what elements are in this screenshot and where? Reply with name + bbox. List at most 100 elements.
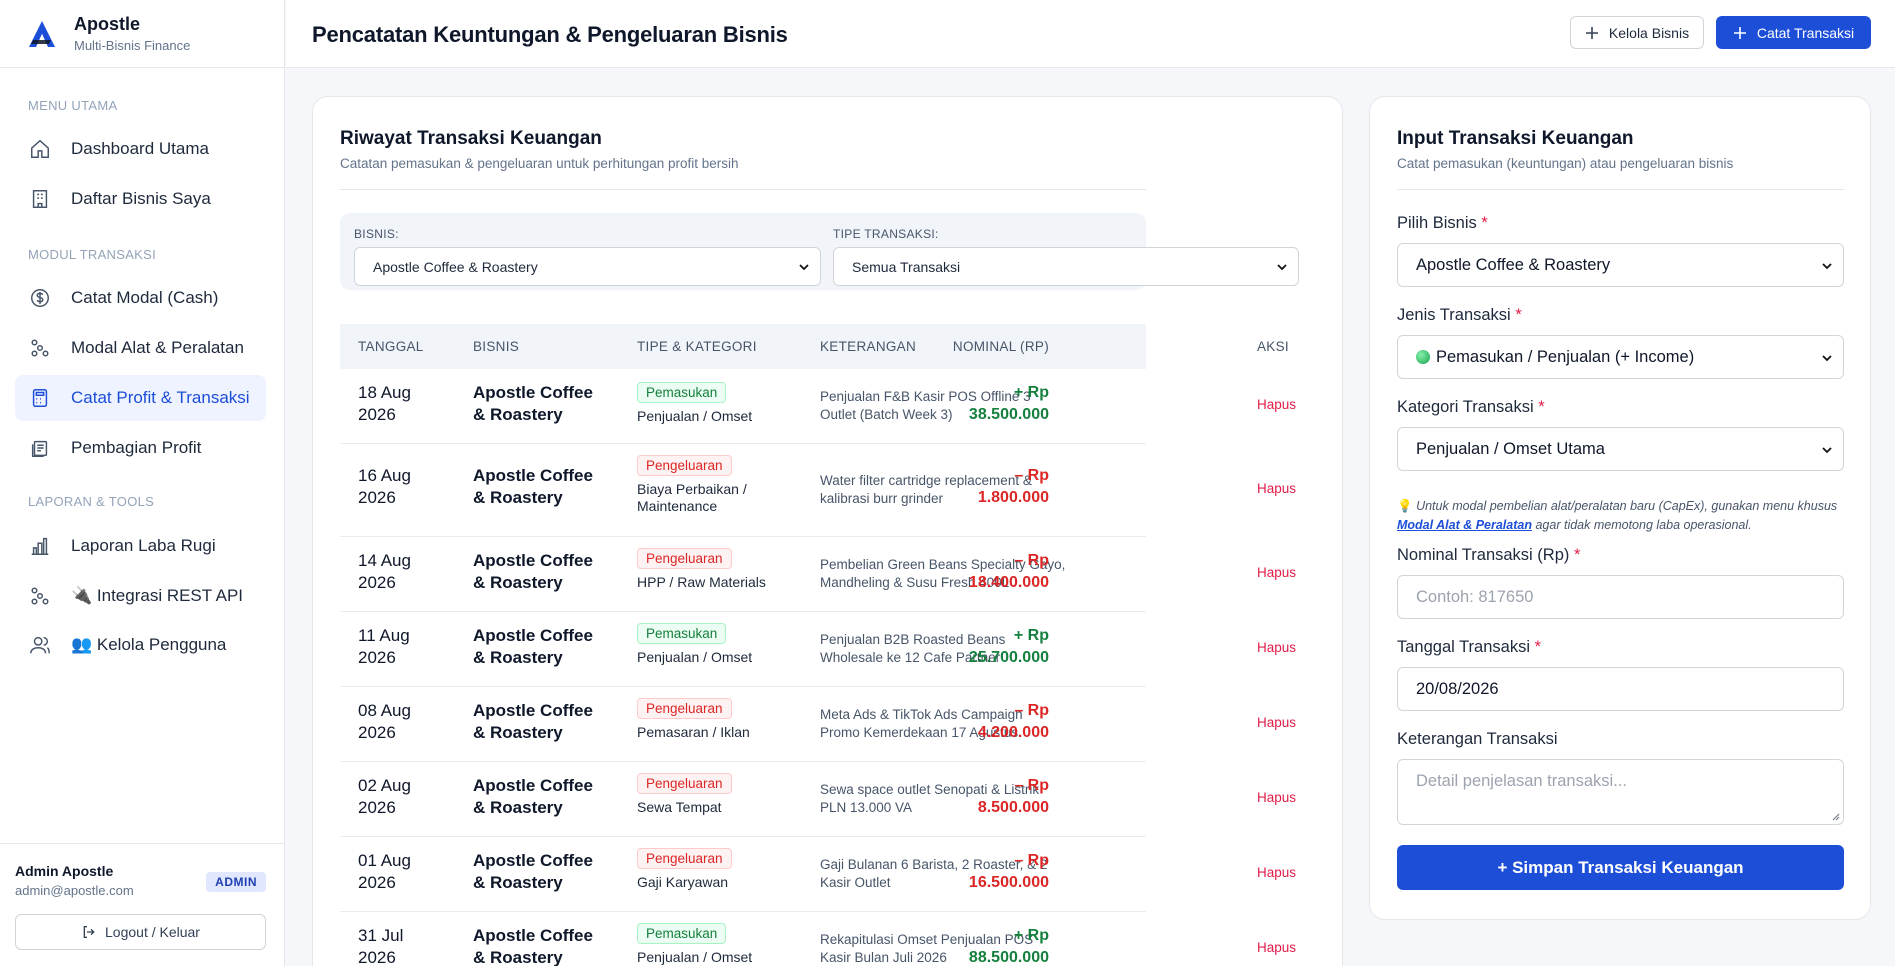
delete-link[interactable]: Hapus	[1257, 940, 1297, 955]
row-date-year: 2026	[358, 873, 396, 892]
amount-input[interactable]: Contoh: 817650	[1397, 575, 1844, 619]
row-business: Apostle Coffee & Roastery	[473, 775, 593, 819]
row-date: 16 Aug 2026	[358, 465, 411, 509]
sidebar-item-profit-transactions[interactable]: Catat Profit & Transaksi	[15, 375, 266, 421]
date-field-label: Tanggal Transaksi *	[1397, 638, 1541, 657]
delete-link[interactable]: Hapus	[1257, 640, 1297, 655]
filter-business-label: BISNIS:	[354, 227, 399, 241]
sidebar-item-label: Catat Profit & Transaksi	[71, 388, 250, 407]
row-date: 08 Aug 2026	[358, 700, 411, 744]
required-mark: *	[1481, 214, 1488, 232]
category-select[interactable]: Penjualan / Omset Utama	[1397, 427, 1844, 471]
chevron-down-icon	[1822, 447, 1832, 454]
row-category: Pemasaran / Iklan	[637, 724, 750, 740]
delete-link[interactable]: Hapus	[1257, 865, 1297, 880]
hint-text: Untuk modal pembelian alat/peralatan bar…	[1416, 499, 1838, 513]
delete-link[interactable]: Hapus	[1257, 715, 1297, 730]
type-badge: Pengeluaran	[637, 455, 732, 476]
row-amount: + Rp 38.500.000	[969, 382, 1049, 426]
row-amount-sign: – Rp	[1014, 777, 1049, 794]
delete-link[interactable]: Hapus	[1257, 790, 1297, 805]
transaction-type-select[interactable]: Pemasukan / Penjualan (+ Income)	[1397, 335, 1844, 379]
row-category: Gaji Karyawan	[637, 874, 729, 890]
col-description: KETERANGAN	[820, 339, 917, 354]
record-transaction-button[interactable]: Catat Transaksi	[1716, 16, 1871, 49]
business-field-label: Pilih Bisnis *	[1397, 214, 1488, 233]
equipment-capital-link[interactable]: Modal Alat & Peralatan	[1397, 518, 1532, 532]
row-business-l2: & Roastery	[473, 723, 563, 742]
save-transaction-button[interactable]: + Simpan Transaksi Keuangan	[1397, 845, 1844, 890]
filter-type-value: Semua Transaksi	[852, 258, 961, 275]
row-business-l2: & Roastery	[473, 573, 563, 592]
type-badge: Pengeluaran	[637, 548, 732, 569]
sidebar-item-label: Modal Alat & Peralatan	[71, 338, 244, 357]
brand[interactable]: Apostle Multi-Bisnis Finance	[0, 0, 284, 68]
filter-type-select[interactable]: Semua Transaksi	[833, 247, 1299, 286]
row-amount: – Rp 18.400.000	[969, 550, 1049, 594]
logout-icon	[83, 926, 95, 938]
logout-button[interactable]: Logout / Keluar	[15, 914, 266, 950]
row-amount-value: 25.700.000	[968, 649, 1049, 666]
delete-link[interactable]: Hapus	[1257, 565, 1297, 580]
top-bar: Pencatatan Keuntungan & Pengeluaran Bisn…	[286, 0, 1895, 68]
sidebar-item-label: Laporan Laba Rugi	[71, 536, 216, 555]
row-amount-value: 38.500.000	[968, 406, 1049, 423]
notes-textarea[interactable]: Detail penjelasan transaksi...	[1397, 759, 1844, 825]
delete-link[interactable]: Hapus	[1257, 397, 1297, 412]
sidebar-item-businesses[interactable]: Daftar Bisnis Saya	[15, 176, 266, 222]
business-select[interactable]: Apostle Coffee & Roastery	[1397, 243, 1844, 287]
type-field-label: Jenis Transaksi *	[1397, 306, 1522, 325]
chevron-down-icon	[1277, 264, 1287, 271]
row-category: Penjualan / Omset	[637, 949, 753, 965]
row-date-day: 14 Aug	[358, 551, 411, 570]
row-date: 14 Aug 2026	[358, 550, 411, 594]
apostle-logo-icon	[29, 20, 55, 47]
row-date: 31 Jul 2026	[358, 925, 403, 966]
row-type-category: Pemasukan Penjualan / Omset	[637, 923, 752, 966]
row-business-l1: Apostle Coffee	[473, 626, 593, 645]
row-date-day: 18 Aug	[358, 383, 411, 402]
row-amount: – Rp 16.500.000	[969, 850, 1049, 894]
row-date-year: 2026	[358, 488, 396, 507]
hint-suffix: agar tidak memotong laba operasional.	[1535, 518, 1752, 532]
sidebar-item-capital-cash[interactable]: Catat Modal (Cash)	[15, 275, 266, 321]
type-badge: Pemasukan	[637, 923, 727, 944]
sidebar-item-equipment[interactable]: Modal Alat & Peralatan	[15, 325, 266, 371]
table-row: 14 Aug 2026 Apostle Coffee & Roastery Peng…	[340, 537, 1296, 612]
delete-link[interactable]: Hapus	[1257, 481, 1297, 496]
row-type-category: Pemasukan Penjualan / Omset	[637, 623, 752, 666]
transaction-type-value: Pemasukan / Penjualan (+ Income)	[1436, 347, 1695, 366]
row-amount: – Rp 8.500.000	[978, 775, 1049, 819]
filter-business-select[interactable]: Apostle Coffee & Roastery	[354, 247, 821, 286]
sidebar-item-label: Dashboard Utama	[71, 139, 209, 158]
business-label-text: Pilih Bisnis	[1397, 214, 1477, 232]
row-type-category: Pengeluaran Biaya Perbaikan / Maintenance	[637, 455, 787, 515]
user-name: Admin Apostle	[15, 863, 114, 879]
type-badge: Pemasukan	[637, 382, 727, 403]
business-select-value: Apostle Coffee & Roastery	[1416, 255, 1611, 274]
section-menu-utama: MENU UTAMA	[28, 98, 118, 113]
row-business-l2: & Roastery	[473, 873, 563, 892]
user-email: admin@apostle.com	[15, 883, 134, 898]
chevron-down-icon	[1822, 355, 1832, 362]
type-badge: Pengeluaran	[637, 773, 732, 794]
table-row: 16 Aug 2026 Apostle Coffee & Roastery Peng…	[340, 444, 1296, 537]
type-label-text: Jenis Transaksi	[1397, 306, 1511, 324]
row-business-l2: & Roastery	[473, 948, 563, 966]
sidebar-item-profit-loss-report[interactable]: Laporan Laba Rugi	[15, 523, 266, 569]
sidebar-item-dashboard[interactable]: Dashboard Utama	[15, 126, 266, 172]
chart-icon	[31, 537, 49, 555]
sidebar-item-rest-api[interactable]: 🔌 Integrasi REST API	[15, 573, 266, 619]
type-badge: Pengeluaran	[637, 848, 732, 869]
tools-icon	[31, 339, 49, 357]
sidebar-item-label: 🔌 Integrasi REST API	[71, 586, 244, 605]
sidebar-item-users[interactable]: 👥 Kelola Pengguna	[15, 622, 266, 668]
manage-business-button[interactable]: Kelola Bisnis	[1570, 16, 1704, 49]
calculator-icon	[32, 389, 48, 407]
type-badge: Pengeluaran	[637, 698, 732, 719]
col-date: TANGGAL	[358, 339, 424, 354]
row-amount-value: 1.800.000	[977, 489, 1049, 506]
sidebar-item-profit-sharing[interactable]: Pembagian Profit	[15, 425, 266, 471]
date-input[interactable]: 20/08/2026	[1397, 667, 1844, 711]
row-date-day: 08 Aug	[358, 701, 411, 720]
